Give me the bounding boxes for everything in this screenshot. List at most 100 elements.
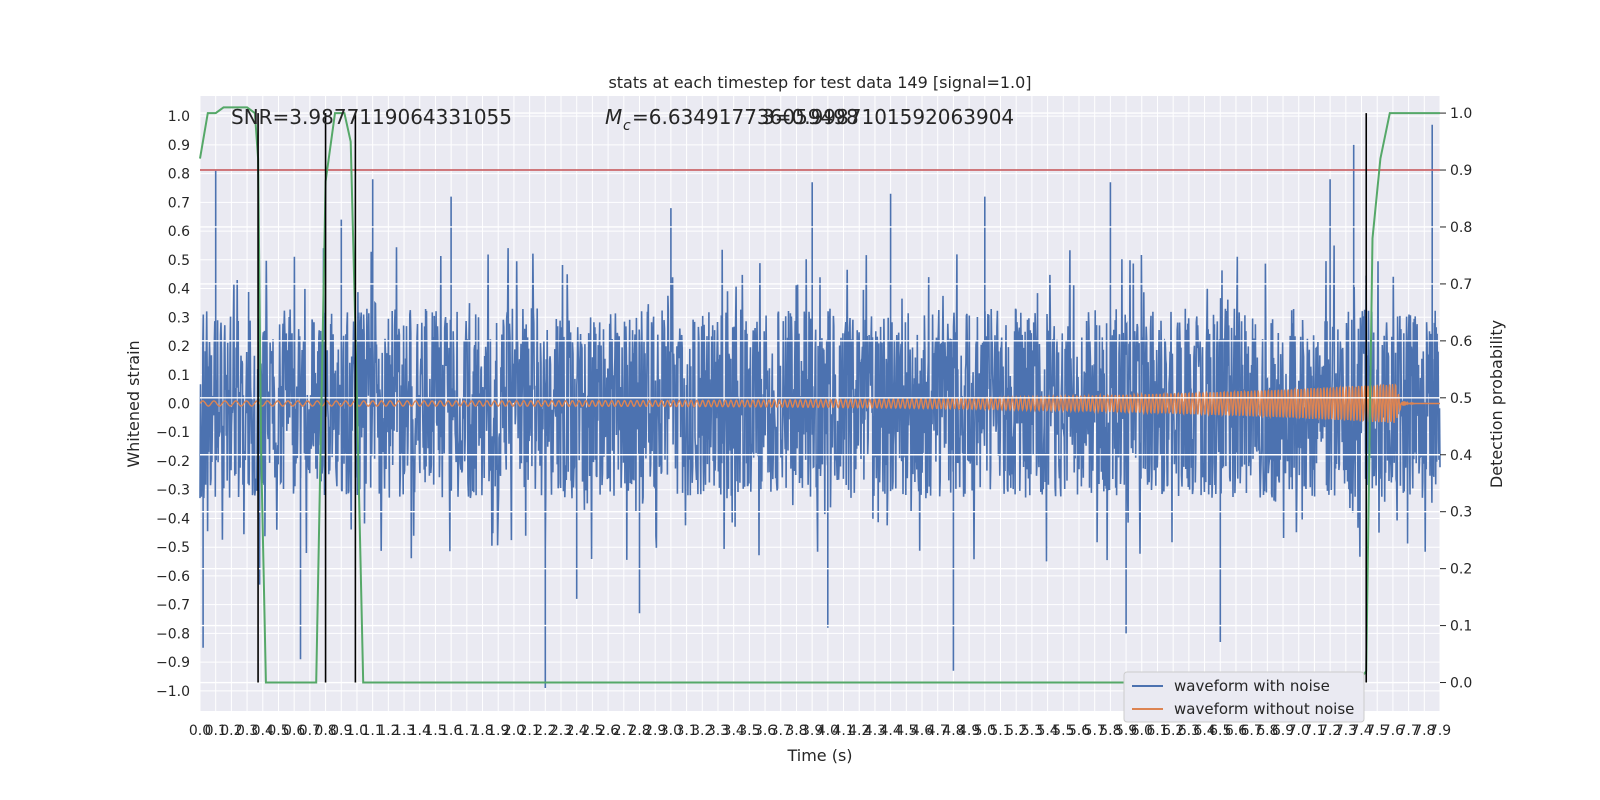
x-tick-label: 6.2	[1162, 723, 1184, 739]
x-tick-label: 6.1	[1146, 723, 1168, 739]
right-y-tick-label: 0.6	[1450, 334, 1472, 350]
y-tick-label: −0.8	[156, 626, 190, 642]
right-y-tick-label: 1.0	[1450, 106, 1472, 122]
x-tick-label: 4.7	[927, 723, 949, 739]
x-tick-label: 5.5	[1052, 723, 1074, 739]
x-tick-label: 7.7	[1397, 723, 1419, 739]
x-tick-label: 7.1	[1303, 723, 1325, 739]
x-tick-label: 5.8	[1099, 723, 1121, 739]
x-tick-label: 2.2	[534, 723, 556, 739]
x-tick-label: 5.2	[1005, 723, 1027, 739]
overlap-annotation: 3=0.9987101592063904	[762, 105, 1014, 129]
x-tick-label: 5.4	[1036, 723, 1058, 739]
y-tick-label: −0.4	[156, 511, 190, 527]
x-tick-label: 5.9	[1115, 723, 1137, 739]
x-tick-label: 7.8	[1413, 723, 1435, 739]
right-y-tick-label: 0.4	[1450, 448, 1472, 464]
x-tick-label: 6.7	[1241, 723, 1263, 739]
right-y-tick-label: 0.8	[1450, 220, 1472, 236]
right-y-tick-label: 0.3	[1450, 505, 1472, 521]
y-tick-label: −0.9	[156, 655, 190, 671]
y-tick-label: 0.0	[168, 397, 190, 413]
x-tick-label: 3.0	[660, 723, 682, 739]
x-tick-label: 5.6	[1068, 723, 1090, 739]
y-tick-label: 0.3	[168, 310, 190, 326]
chart-title: stats at each timestep for test data 149…	[608, 73, 1031, 92]
series-waveform-without-noise	[199, 383, 1440, 423]
y-tick-label: −0.2	[156, 454, 190, 470]
x-tick-label: 6.5	[1209, 723, 1231, 739]
y-tick-label: −0.1	[156, 425, 190, 441]
x-tick-label: 4.9	[958, 723, 980, 739]
waveform-with-noise-line	[199, 124, 1441, 688]
x-tick-label: 2.1	[518, 723, 540, 739]
x-tick-label: 4.3	[864, 723, 886, 739]
x-tick-label: 0.9	[330, 723, 352, 739]
x-tick-label: 2.5	[581, 723, 603, 739]
x-tick-label: 6.8	[1256, 723, 1278, 739]
right-y-tick-labels: 1.0 0.9 0.8 0.7 0.6 0.5 0.4 0.3 0.2 0.1 0.0	[1440, 106, 1472, 692]
x-tick-label: 7.6	[1382, 723, 1404, 739]
x-tick-label: 3.2	[691, 723, 713, 739]
x-tick-label: 2.8	[628, 723, 650, 739]
right-y-tick-label: 0.2	[1450, 562, 1472, 578]
series-waveform-with-noise	[199, 124, 1441, 688]
x-tick-label: 7.0	[1288, 723, 1310, 739]
x-tick-labels: 0.00.10.20.30.40.50.60.70.80.91.01.11.21…	[189, 723, 1451, 739]
x-tick-label: 4.1	[832, 723, 854, 739]
y-tick-label: 0.8	[168, 167, 190, 183]
x-tick-label: 4.6	[911, 723, 933, 739]
x-tick-label: 5.1	[989, 723, 1011, 739]
x-tick-label: 0.3	[236, 723, 258, 739]
x-tick-label: 2.3	[550, 723, 572, 739]
y-tick-label: −1.0	[156, 684, 190, 700]
legend-label-noise: waveform with noise	[1174, 677, 1330, 695]
x-tick-label: 1.2	[377, 723, 399, 739]
x-tick-label: 0.5	[267, 723, 289, 739]
right-y-tick-label: 0.0	[1450, 676, 1472, 692]
legend-label-clean: waveform without noise	[1174, 700, 1354, 718]
x-tick-label: 2.4	[566, 723, 588, 739]
x-tick-label: 0.1	[205, 723, 227, 739]
x-tick-label: 0.8	[314, 723, 336, 739]
right-y-tick-label: 0.9	[1450, 163, 1472, 179]
y-tick-label: 1.0	[168, 109, 190, 125]
x-tick-label: 3.5	[738, 723, 760, 739]
x-tick-label: 0.2	[220, 723, 242, 739]
waveform-without-noise-line	[199, 383, 1440, 423]
y-tick-label: 0.4	[168, 282, 190, 298]
legend-box	[1123, 671, 1365, 723]
y-tick-label: −0.7	[156, 598, 190, 614]
x-tick-label: 7.9	[1429, 723, 1451, 739]
x-tick-label: 4.4	[880, 723, 902, 739]
mc-annotation: =6.634917736059498	[632, 105, 859, 129]
y-tick-label: 0.1	[168, 368, 190, 384]
y-tick-label: 0.5	[168, 253, 190, 269]
x-tick-label: 1.5	[424, 723, 446, 739]
x-tick-label: 3.6	[754, 723, 776, 739]
right-y-tick-label: 0.1	[1450, 619, 1472, 635]
x-tick-label: 0.6	[283, 723, 305, 739]
x-tick-label: 6.4	[1193, 723, 1215, 739]
vertical-marker-lines	[257, 113, 1368, 683]
x-tick-label: 5.3	[1021, 723, 1043, 739]
right-y-tick-label: 0.5	[1450, 391, 1472, 407]
x-tick-label: 1.6	[440, 723, 462, 739]
x-tick-label: 5.7	[1084, 723, 1106, 739]
x-tick-label: 1.0	[346, 723, 368, 739]
x-tick-label: 3.8	[785, 723, 807, 739]
x-tick-label: 4.2	[848, 723, 870, 739]
x-tick-label: 3.1	[675, 723, 697, 739]
x-tick-label: 3.4	[723, 723, 745, 739]
x-tick-label: 4.0	[817, 723, 839, 739]
x-tick-label: 4.5	[895, 723, 917, 739]
y-tick-label: 0.2	[168, 339, 190, 355]
x-tick-label: 3.3	[707, 723, 729, 739]
x-tick-label: 0.7	[299, 723, 321, 739]
x-tick-label: 6.9	[1272, 723, 1294, 739]
x-tick-label: 4.8	[942, 723, 964, 739]
x-tick-label: 7.3	[1335, 723, 1357, 739]
x-tick-label: 0.4	[252, 723, 274, 739]
detection-probability-line	[199, 106, 1440, 684]
